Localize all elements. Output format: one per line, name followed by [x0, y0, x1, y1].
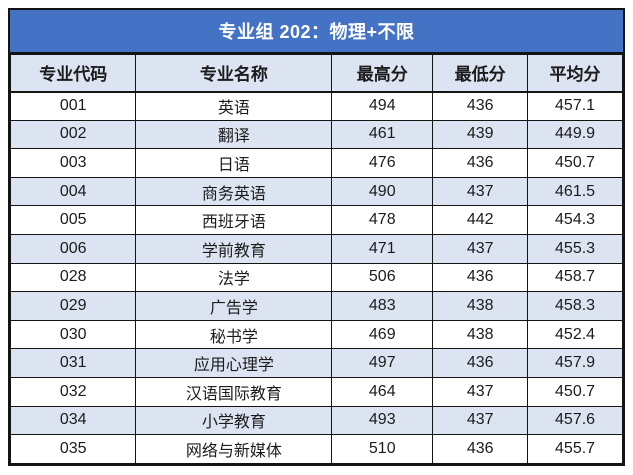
table-row: 032 汉语国际教育 464 437 450.7	[9, 376, 623, 407]
table-row: 035 网络与新媒体 510 436 455.7	[9, 434, 623, 464]
avg-score-cell: 454.3	[527, 205, 623, 235]
header-row: 专业代码 专业名称 最高分 最低分 平均分	[9, 54, 623, 93]
table-row: 001 英语 494 436 457.1	[9, 91, 623, 121]
column-header-avg-score: 平均分	[527, 54, 623, 93]
max-score-cell: 506	[331, 262, 434, 293]
major-name-cell: 法学	[135, 262, 333, 293]
major-code-cell: 031	[9, 348, 137, 378]
max-score-cell: 476	[331, 148, 434, 178]
avg-score-cell: 455.3	[527, 233, 623, 264]
column-header-major-name: 专业名称	[135, 54, 333, 93]
min-score-cell: 442	[432, 205, 529, 235]
major-code-cell: 029	[9, 291, 137, 321]
major-code-cell: 001	[9, 91, 137, 121]
major-code-cell: 003	[9, 148, 137, 178]
major-name-cell: 汉语国际教育	[135, 376, 333, 407]
avg-score-cell: 458.7	[527, 262, 623, 293]
major-name-cell: 翻译	[135, 119, 333, 150]
table-row: 031 应用心理学 497 436 457.9	[9, 348, 623, 378]
avg-score-cell: 455.7	[527, 434, 623, 464]
min-score-cell: 436	[432, 262, 529, 293]
score-table-container: 专业组 202：物理+不限 专业代码 专业名称 最高分 最低分 平均分	[8, 8, 625, 466]
avg-score-cell: 461.5	[527, 176, 623, 207]
max-score-cell: 493	[331, 405, 434, 436]
table-row: 029 广告学 483 438 458.3	[9, 291, 623, 321]
table-title: 专业组 202：物理+不限	[10, 10, 623, 54]
score-table: 专业代码 专业名称 最高分 最低分 平均分 001 英语 494 436 457.1 00…	[9, 54, 623, 464]
avg-score-cell: 449.9	[527, 119, 623, 150]
avg-score-cell: 457.9	[527, 348, 623, 378]
table-row: 030 秘书学 469 438 452.4	[9, 319, 623, 350]
major-code-cell: 006	[9, 233, 137, 264]
major-name-cell: 秘书学	[135, 319, 333, 350]
min-score-cell: 438	[432, 291, 529, 321]
min-score-cell: 437	[432, 176, 529, 207]
min-score-cell: 437	[432, 233, 529, 264]
major-name-cell: 应用心理学	[135, 348, 333, 378]
major-code-cell: 005	[9, 205, 137, 235]
major-name-cell: 西班牙语	[135, 205, 333, 235]
column-header-major-code: 专业代码	[9, 54, 137, 93]
avg-score-cell: 452.4	[527, 319, 623, 350]
column-header-min-score: 最低分	[432, 54, 529, 93]
table-row: 003 日语 476 436 450.7	[9, 148, 623, 178]
min-score-cell: 438	[432, 319, 529, 350]
max-score-cell: 478	[331, 205, 434, 235]
max-score-cell: 483	[331, 291, 434, 321]
max-score-cell: 464	[331, 376, 434, 407]
min-score-cell: 437	[432, 405, 529, 436]
major-code-cell: 035	[9, 434, 137, 464]
min-score-cell: 437	[432, 376, 529, 407]
major-code-cell: 004	[9, 176, 137, 207]
major-name-cell: 商务英语	[135, 176, 333, 207]
table-body: 001 英语 494 436 457.1 002 翻译 461 439 449.9 003 日语 476…	[9, 91, 623, 464]
major-name-cell: 小学教育	[135, 405, 333, 436]
max-score-cell: 510	[331, 434, 434, 464]
column-header-max-score: 最高分	[331, 54, 434, 93]
max-score-cell: 494	[331, 91, 434, 121]
min-score-cell: 436	[432, 348, 529, 378]
min-score-cell: 439	[432, 119, 529, 150]
min-score-cell: 436	[432, 91, 529, 121]
avg-score-cell: 450.7	[527, 148, 623, 178]
major-name-cell: 广告学	[135, 291, 333, 321]
avg-score-cell: 450.7	[527, 376, 623, 407]
avg-score-cell: 457.6	[527, 405, 623, 436]
major-code-cell: 028	[9, 262, 137, 293]
major-name-cell: 英语	[135, 91, 333, 121]
major-code-cell: 002	[9, 119, 137, 150]
table-row: 005 西班牙语 478 442 454.3	[9, 205, 623, 235]
min-score-cell: 436	[432, 434, 529, 464]
major-name-cell: 网络与新媒体	[135, 434, 333, 464]
major-name-cell: 学前教育	[135, 233, 333, 264]
table-row: 002 翻译 461 439 449.9	[9, 119, 623, 150]
major-code-cell: 032	[9, 376, 137, 407]
max-score-cell: 471	[331, 233, 434, 264]
max-score-cell: 461	[331, 119, 434, 150]
table-row: 006 学前教育 471 437 455.3	[9, 233, 623, 264]
max-score-cell: 497	[331, 348, 434, 378]
avg-score-cell: 458.3	[527, 291, 623, 321]
avg-score-cell: 457.1	[527, 91, 623, 121]
max-score-cell: 490	[331, 176, 434, 207]
major-code-cell: 030	[9, 319, 137, 350]
min-score-cell: 436	[432, 148, 529, 178]
table-row: 034 小学教育 493 437 457.6	[9, 405, 623, 436]
table-row: 004 商务英语 490 437 461.5	[9, 176, 623, 207]
max-score-cell: 469	[331, 319, 434, 350]
major-name-cell: 日语	[135, 148, 333, 178]
table-row: 028 法学 506 436 458.7	[9, 262, 623, 293]
major-code-cell: 034	[9, 405, 137, 436]
